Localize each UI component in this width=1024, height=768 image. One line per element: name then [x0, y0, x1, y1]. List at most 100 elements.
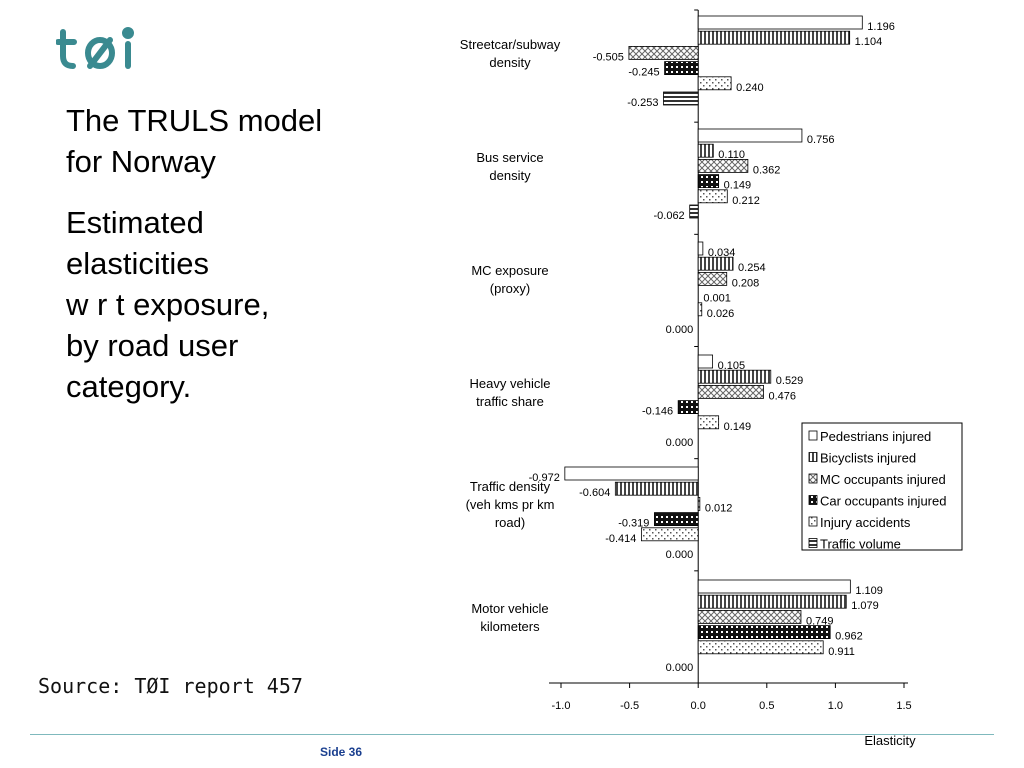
legend-swatch: [808, 495, 818, 505]
bullet-list: The TRULS model for Norway Estimated ela…: [66, 100, 386, 427]
bar-value-label: 0.749: [806, 615, 834, 627]
bar-value-label: 0.208: [732, 277, 760, 289]
category-label: kilometers: [480, 619, 540, 634]
bullet-line: for Norway: [66, 144, 216, 179]
bar-value-label: 0.001: [703, 293, 731, 305]
x-tick-label: -1.0: [552, 700, 571, 712]
x-tick-label: 1.5: [896, 700, 911, 712]
bar-value-label: 0.012: [705, 502, 733, 514]
bar-value-label: 0.149: [724, 180, 752, 192]
legend-swatch: [808, 473, 818, 484]
bar-value-label: -0.319: [618, 518, 649, 530]
bar: [654, 512, 699, 526]
x-tick-label: 0.0: [691, 700, 706, 712]
legend-box: [801, 422, 963, 551]
x-tick-label: 1.0: [828, 700, 843, 712]
bar: [697, 594, 847, 609]
bar-value-label: -0.505: [593, 51, 624, 63]
bullet-model: The TRULS model for Norway: [66, 100, 386, 182]
category-label: Traffic density: [470, 479, 551, 494]
bar: [697, 302, 703, 317]
bullet-line: elasticities: [66, 246, 209, 281]
bar: [697, 158, 749, 173]
bar-value-label: 0.476: [769, 390, 797, 402]
bar-value-label: 0.110: [718, 149, 745, 161]
bar-value-label: -0.062: [653, 210, 684, 222]
category-label: traffic share: [476, 394, 544, 409]
toi-logo: [56, 27, 134, 69]
bar-value-label: 0.000: [666, 549, 694, 561]
category-label: MC exposure: [471, 263, 548, 278]
bar-value-label: 1.196: [867, 21, 895, 33]
bullet-line: category.: [66, 369, 192, 404]
bar-value-label: -0.414: [605, 533, 636, 545]
legend-label: Traffic volume: [820, 537, 901, 552]
bar-value-label: 1.079: [851, 600, 879, 612]
page-number: Side 36: [320, 745, 363, 759]
footer-divider: [30, 734, 994, 735]
bar-value-label: 0.529: [776, 375, 804, 387]
bar-value-label: -0.253: [627, 97, 658, 109]
bar: [697, 241, 704, 256]
category-label: (proxy): [490, 281, 530, 296]
category-label: (veh kms pr km: [466, 497, 555, 512]
bar: [697, 271, 728, 286]
bar-value-label: 0.000: [666, 662, 694, 674]
bar-value-label: -0.604: [579, 487, 610, 499]
bullet-line: by road user: [66, 328, 239, 363]
bar-value-label: -0.972: [529, 472, 560, 484]
bar: [697, 640, 824, 655]
bar-value-label: 0.254: [738, 262, 766, 274]
bar-value-label: 0.911: [828, 646, 855, 658]
legend-swatch: [808, 516, 818, 527]
legend-label: Injury accidents: [820, 515, 911, 530]
bar: [697, 174, 720, 189]
bar: [564, 466, 699, 481]
bar-value-label: 0.149: [724, 421, 752, 433]
bar: [697, 496, 701, 511]
bar: [640, 527, 699, 542]
bar: [628, 46, 699, 60]
category-label: density: [489, 55, 531, 70]
bar-value-label: 0.962: [835, 631, 863, 643]
legend-swatch: [808, 538, 818, 548]
bar-value-label: 0.756: [807, 134, 835, 146]
bar-value-label: 0.026: [707, 308, 735, 320]
bar: [697, 256, 734, 271]
bar: [689, 204, 699, 219]
bar: [677, 400, 699, 415]
bar: [697, 369, 772, 384]
bar-value-label: 0.000: [666, 324, 694, 336]
bar-value-label: 0.212: [732, 195, 760, 207]
bullet-elasticities: Estimated elasticities w r t exposure, b…: [66, 202, 386, 407]
category-label: Bus service: [476, 150, 543, 165]
source-note: Source: TØI report 457: [38, 674, 303, 698]
bar-value-label: 0.000: [666, 437, 694, 449]
bullet-line: Estimated: [66, 205, 204, 240]
legend-label: Car occupants injured: [820, 494, 946, 509]
x-tick-label: 0.5: [759, 700, 774, 712]
category-label: road): [495, 515, 525, 530]
bar: [697, 76, 732, 91]
bar: [697, 415, 720, 430]
bar: [697, 354, 714, 369]
bar-value-label: -0.146: [642, 406, 673, 418]
x-axis-title: Elasticity: [864, 733, 916, 748]
legend-label: Bicyclists injured: [820, 451, 916, 466]
bar: [697, 625, 831, 639]
bar-value-label: -0.245: [628, 67, 659, 79]
bar: [697, 143, 714, 158]
legend-swatch: [808, 452, 818, 462]
bullet-line: The TRULS model: [66, 103, 323, 138]
bar-value-label: 0.240: [736, 82, 764, 94]
bar-value-label: 0.362: [753, 164, 781, 176]
bar: [697, 30, 851, 45]
bar: [663, 91, 699, 106]
category-label: Streetcar/subway: [460, 37, 561, 52]
bar-value-label: 1.109: [855, 585, 883, 597]
bar-value-label: 1.104: [855, 36, 883, 48]
category-label: density: [489, 168, 531, 183]
category-label: Heavy vehicle: [470, 376, 551, 391]
bullet-line: w r t exposure,: [66, 287, 270, 322]
